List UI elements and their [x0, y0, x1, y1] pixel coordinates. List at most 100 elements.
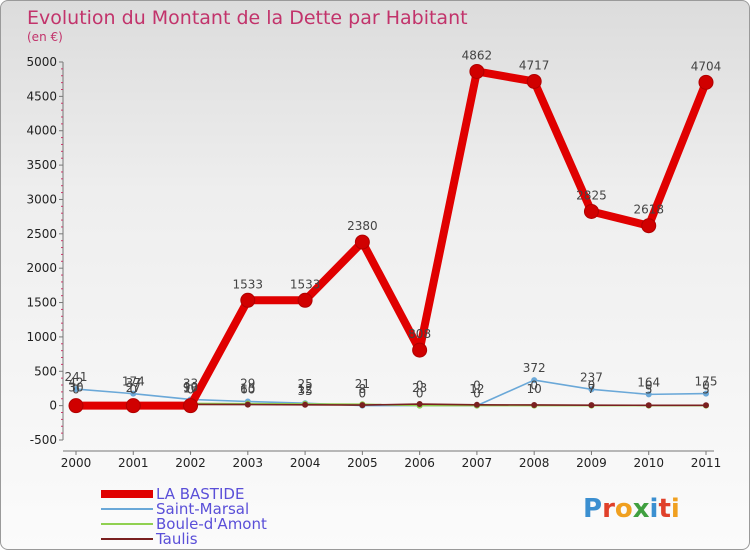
data-label-la-bastide: 808	[408, 327, 431, 341]
legend-label-taulis: Taulis	[155, 530, 198, 548]
data-label-boule-d-amont: 33	[183, 376, 198, 390]
x-tick-label: 2009	[576, 456, 607, 470]
data-label-saint-marsal: 35	[297, 384, 312, 398]
data-point-taulis	[416, 401, 423, 408]
data-label-boule-d-amont: 29	[240, 377, 255, 391]
x-tick-label: 2006	[404, 456, 435, 470]
data-label-boule-d-amont: 0	[530, 379, 538, 393]
data-label-la-bastide: 4717	[519, 58, 550, 72]
y-tick-label: -500	[30, 433, 57, 447]
data-label-taulis: 5	[702, 382, 710, 396]
proxiti-logo: Proxiti	[583, 494, 680, 524]
data-point-la-bastide	[68, 398, 84, 414]
data-point-saint-marsal	[645, 391, 652, 398]
data-label-la-bastide: 1533	[233, 277, 264, 291]
data-label-saint-marsal: 237	[580, 370, 603, 384]
data-label-boule-d-amont: 0	[645, 379, 653, 393]
watermark-text: Proxiti	[583, 494, 680, 524]
data-label-taulis: 15	[240, 382, 255, 396]
data-label-boule-d-amont: 25	[297, 377, 312, 391]
data-point-taulis	[302, 401, 309, 408]
data-point-la-bastide	[698, 74, 714, 90]
x-tick-label: 2001	[118, 456, 149, 470]
x-tick-label: 2010	[633, 456, 664, 470]
x-tick-label: 2011	[691, 456, 722, 470]
y-tick-label: 3000	[26, 192, 57, 206]
data-point-la-bastide	[354, 234, 370, 250]
data-label-saint-marsal: 174	[122, 375, 145, 389]
data-point-taulis	[359, 402, 366, 409]
x-tick-label: 2000	[61, 456, 92, 470]
data-label-la-bastide: 4704	[691, 59, 722, 73]
data-label-taulis: 17	[183, 381, 198, 395]
data-label-saint-marsal: 372	[523, 361, 546, 375]
data-label-taulis: 27	[126, 381, 141, 395]
data-point-la-bastide	[297, 292, 313, 308]
data-point-saint-marsal	[73, 386, 79, 393]
y-tick-label: 2000	[26, 261, 57, 275]
data-label-taulis: 12	[297, 382, 312, 396]
unit-label: (en €)	[27, 30, 63, 44]
data-label-taulis: 5	[645, 382, 653, 396]
y-tick-label: 1000	[26, 330, 57, 344]
x-tick-label: 2008	[519, 456, 550, 470]
x-tick-label: 2002	[175, 456, 206, 470]
data-label-taulis: 23	[412, 381, 427, 395]
data-label-la-bastide: 0	[129, 383, 137, 397]
series-line-la-bastide	[76, 67, 710, 410]
data-label-saint-marsal: 164	[637, 375, 660, 389]
data-point-taulis	[473, 401, 480, 408]
data-label-la-bastide: 1533	[290, 277, 321, 291]
y-tick-label: 5000	[26, 55, 57, 69]
data-point-taulis	[703, 402, 709, 409]
data-label-saint-marsal: 90	[183, 380, 198, 394]
data-point-saint-marsal	[588, 386, 595, 393]
y-tick-label: 3500	[26, 158, 57, 172]
data-point-la-bastide	[125, 398, 141, 414]
y-tick-label: 500	[34, 364, 57, 378]
data-label-la-bastide: 2380	[347, 219, 378, 233]
data-label-la-bastide: 2825	[576, 188, 607, 202]
y-tick-label: 0	[49, 399, 57, 413]
data-label-boule-d-amont: 0	[473, 379, 481, 393]
data-label-saint-marsal: 0	[416, 387, 424, 401]
data-label-boule-d-amont: 42	[68, 376, 83, 390]
data-point-taulis	[588, 402, 595, 409]
data-point-la-bastide	[183, 398, 199, 414]
data-point-saint-marsal	[531, 377, 538, 384]
data-label-la-bastide: 2618	[633, 203, 664, 217]
data-point-taulis	[531, 401, 538, 408]
y-tick-label: 2500	[26, 227, 57, 241]
data-label-taulis: 30	[68, 381, 83, 395]
x-tick-label: 2003	[233, 456, 264, 470]
data-point-la-bastide	[641, 218, 657, 234]
data-label-saint-marsal: 241	[65, 370, 88, 384]
y-tick-label: 4500	[26, 89, 57, 103]
x-tick-label: 2007	[462, 456, 493, 470]
data-label-saint-marsal: 175	[695, 375, 718, 389]
data-label-taulis: 10	[527, 382, 542, 396]
data-label-boule-d-amont: 0	[588, 379, 596, 393]
data-point-la-bastide	[412, 342, 428, 358]
data-label-la-bastide: 0	[72, 383, 80, 397]
data-label-boule-d-amont: 0	[702, 379, 710, 393]
data-label-taulis: 8	[359, 382, 367, 396]
x-tick-label: 2005	[347, 456, 378, 470]
data-point-taulis	[244, 401, 251, 408]
chart-title: Evolution du Montant de la Dette par Hab…	[27, 7, 468, 29]
data-point-la-bastide	[583, 203, 599, 219]
x-tick-label: 2004	[290, 456, 321, 470]
data-label-boule-d-amont: 37	[126, 376, 141, 390]
data-point-la-bastide	[526, 73, 542, 89]
data-label-taulis: 12	[469, 382, 484, 396]
data-point-saint-marsal	[130, 390, 137, 397]
legend-label-saint-marsal: Saint-Marsal	[156, 500, 249, 518]
data-label-boule-d-amont: 21	[355, 377, 370, 391]
data-point-la-bastide	[469, 63, 485, 79]
data-label-taulis: 7	[588, 382, 596, 396]
data-label-la-bastide: 0	[187, 383, 195, 397]
data-label-la-bastide: 4862	[462, 48, 493, 62]
legend-label-boule-d-amont: Boule-d'Amont	[156, 515, 267, 533]
